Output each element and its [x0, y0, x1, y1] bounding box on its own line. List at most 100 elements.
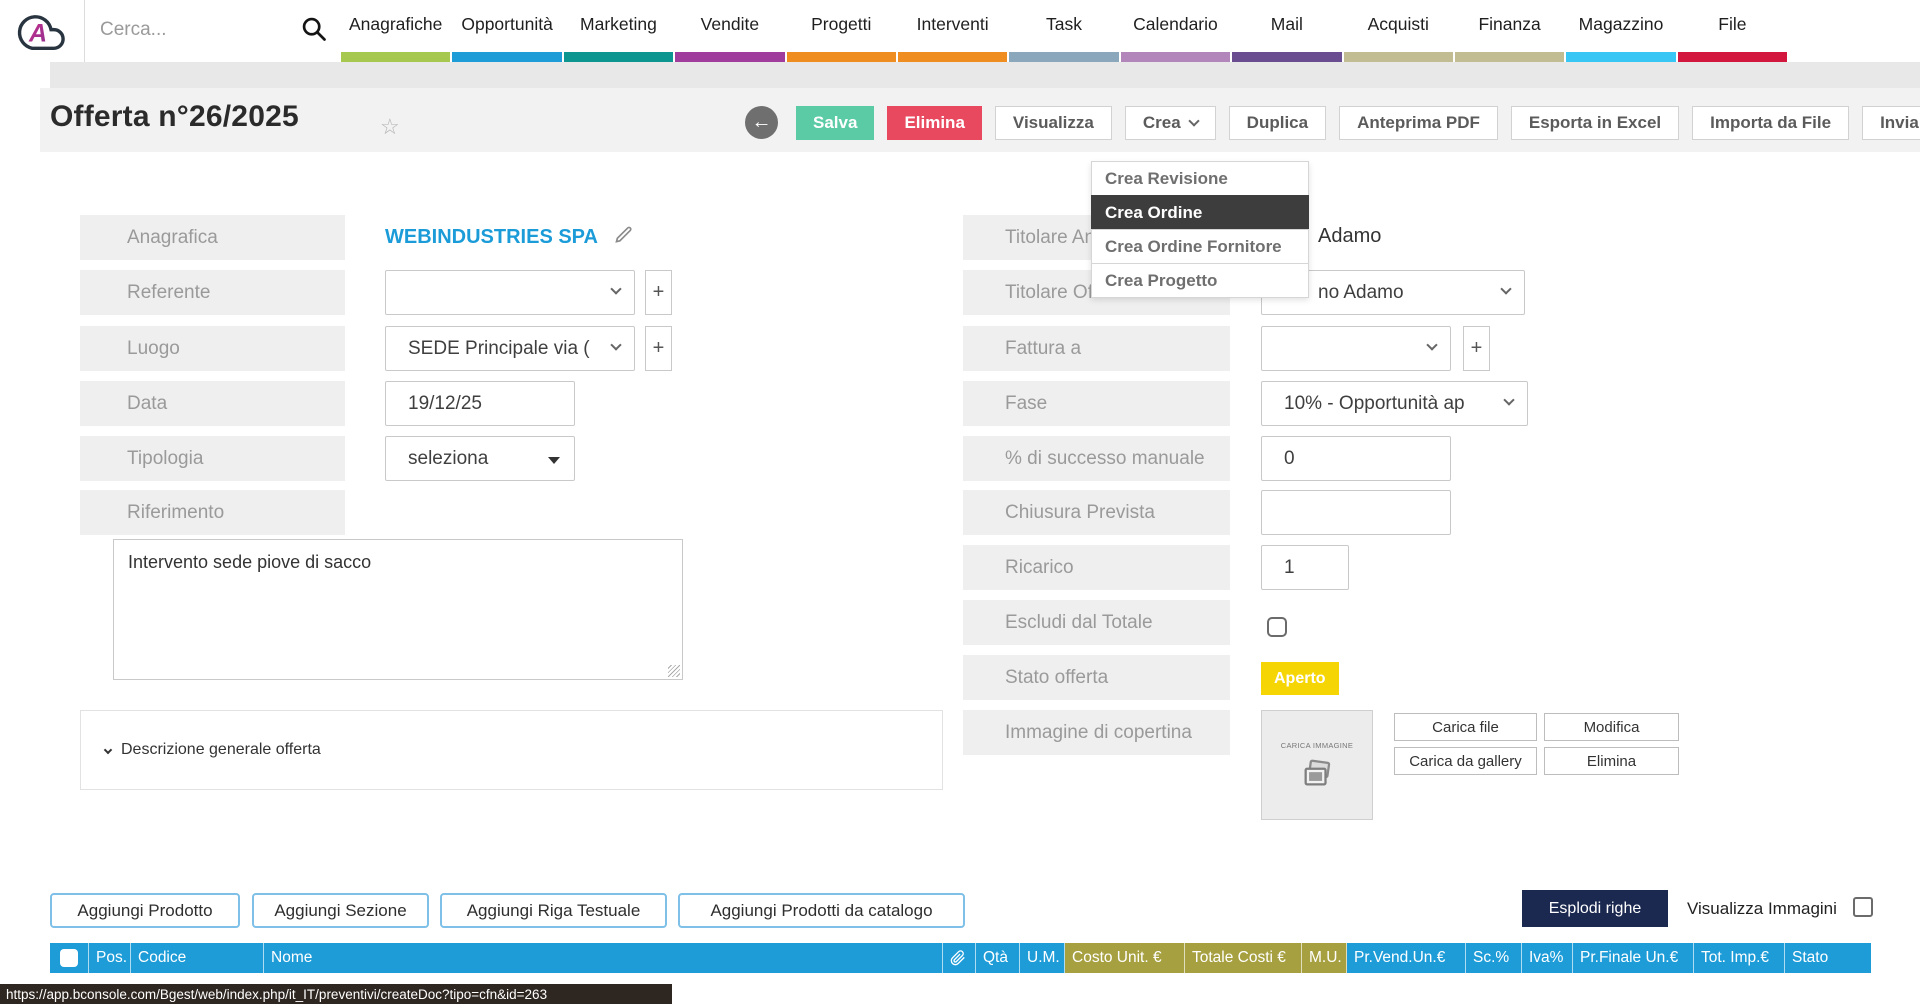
- menu-item-crea-ordine-fornitore[interactable]: Crea Ordine Fornitore: [1091, 229, 1309, 264]
- chiusura-prevista-input[interactable]: [1261, 490, 1451, 535]
- crea-button-label: Crea: [1142, 113, 1181, 132]
- back-button[interactable]: ←: [745, 106, 778, 139]
- aggiungi-prodotto-button[interactable]: Aggiungi Prodotto: [50, 893, 240, 928]
- nav-item-task[interactable]: Task: [1009, 0, 1119, 62]
- edit-pencil-icon[interactable]: [614, 225, 634, 250]
- successo-value: 0: [1284, 447, 1295, 469]
- referente-select[interactable]: [385, 270, 635, 315]
- data-value: 19/12/25: [408, 392, 482, 414]
- menu-item-crea-progetto[interactable]: Crea Progetto: [1091, 263, 1309, 298]
- col-pr-finale-un: Pr.Finale Un.€: [1573, 943, 1694, 973]
- col-pos: Pos.: [89, 943, 131, 973]
- elimina-button[interactable]: Elimina: [887, 106, 982, 140]
- chevron-down-icon: [610, 339, 622, 351]
- descrizione-generale-toggle[interactable]: Descrizione generale offerta: [80, 710, 943, 790]
- invia-offerta-button[interactable]: Invia Offerta: [1862, 106, 1920, 140]
- crea-button[interactable]: Crea: [1124, 106, 1216, 140]
- luogo-select[interactable]: SEDE Principale via (: [385, 326, 635, 371]
- successo-manuale-input[interactable]: 0: [1261, 436, 1451, 481]
- chevron-down-icon: [1503, 394, 1515, 406]
- label-luogo: Luogo: [80, 326, 345, 371]
- menu-item-crea-revisione[interactable]: Crea Revisione: [1091, 161, 1309, 196]
- app-logo-cloud-icon[interactable]: A: [8, 6, 70, 56]
- col-tot-imp: Tot. Imp.€: [1694, 943, 1785, 973]
- items-table-header: Pos. Codice Nome Qtà U.M. Costo Unit. € …: [50, 943, 1871, 973]
- stato-offerta-badge: Aperto: [1261, 662, 1339, 695]
- upload-image-caption: CARICA IMMAGINE: [1280, 740, 1354, 750]
- resize-handle[interactable]: [668, 665, 680, 677]
- titolare-anagrafica-value: Adamo: [1318, 225, 1382, 247]
- status-url-text: https://app.bconsole.com/Bgest/web/index…: [6, 986, 548, 1002]
- label-escludi-totale: Escludi dal Totale: [963, 600, 1230, 645]
- main-nav: Anagrafiche Opportunità Marketing Vendit…: [340, 0, 1788, 62]
- fattura-a-select[interactable]: [1261, 326, 1451, 371]
- crea-dropdown-menu: Crea Revisione Crea Ordine Crea Ordine F…: [1091, 161, 1309, 298]
- anteprima-pdf-button[interactable]: Anteprima PDF: [1339, 106, 1498, 140]
- nav-item-interventi[interactable]: Interventi: [897, 0, 1008, 62]
- col-mu: M.U.: [1302, 943, 1347, 973]
- carica-da-gallery-button[interactable]: Carica da gallery: [1394, 747, 1537, 775]
- search-input[interactable]: [100, 14, 260, 46]
- visualizza-immagini-label: Visualizza Immagini: [1687, 899, 1837, 918]
- nav-item-progetti[interactable]: Progetti: [786, 0, 896, 62]
- cover-image-upload-box[interactable]: CARICA IMMAGINE: [1261, 710, 1373, 820]
- col-qta: Qtà: [976, 943, 1020, 973]
- label-fattura-a: Fattura a: [963, 326, 1230, 371]
- esplodi-righe-button[interactable]: Esplodi righe: [1522, 890, 1668, 927]
- nav-item-mail[interactable]: Mail: [1232, 0, 1342, 62]
- fase-select[interactable]: 10% - Opportunità ap: [1261, 381, 1528, 426]
- col-iva: Iva%: [1522, 943, 1573, 973]
- label-immagine-copertina: Immagine di copertina: [963, 710, 1230, 755]
- data-input[interactable]: 19/12/25: [385, 381, 575, 426]
- descrizione-label: Descrizione generale offerta: [121, 741, 321, 758]
- nav-item-marketing[interactable]: Marketing: [563, 0, 674, 62]
- luogo-value: SEDE Principale via (: [408, 337, 590, 359]
- salva-button[interactable]: Salva: [796, 106, 875, 140]
- label-data: Data: [80, 381, 345, 426]
- carica-file-button[interactable]: Carica file: [1394, 713, 1537, 741]
- visualizza-immagini-checkbox[interactable]: [1853, 897, 1873, 917]
- fattura-a-add-button[interactable]: +: [1463, 326, 1490, 371]
- nav-item-finanza[interactable]: Finanza: [1454, 0, 1565, 62]
- label-fase: Fase: [963, 381, 1230, 426]
- aggiungi-prodotti-catalogo-button[interactable]: Aggiungi Prodotti da catalogo: [678, 893, 965, 928]
- label-stato-offerta: Stato offerta: [963, 655, 1230, 700]
- menu-item-crea-ordine[interactable]: Crea Ordine: [1091, 195, 1309, 230]
- nav-item-opportunita[interactable]: Opportunità: [452, 0, 562, 62]
- tipologia-value: seleziona: [408, 447, 489, 469]
- status-url-bar: https://app.bconsole.com/Bgest/web/index…: [0, 984, 672, 1004]
- ricarico-value: 1: [1284, 556, 1295, 578]
- col-costo-unit: Costo Unit. €: [1065, 943, 1185, 973]
- triangle-down-icon: [548, 457, 560, 464]
- favorite-star-icon[interactable]: ☆: [380, 114, 400, 139]
- luogo-add-button[interactable]: +: [645, 326, 672, 371]
- nav-item-anagrafiche[interactable]: Anagrafiche: [341, 0, 451, 62]
- escludi-totale-checkbox[interactable]: [1267, 617, 1287, 637]
- select-all-checkbox[interactable]: [60, 949, 78, 967]
- search-icon[interactable]: [300, 15, 328, 43]
- aggiungi-sezione-button[interactable]: Aggiungi Sezione: [252, 893, 429, 928]
- page-title: Offerta n°26/2025: [50, 100, 299, 133]
- nav-item-magazzino[interactable]: Magazzino: [1566, 0, 1676, 62]
- note-textarea[interactable]: Intervento sede piove di sacco: [113, 539, 683, 680]
- ricarico-input[interactable]: 1: [1261, 545, 1349, 590]
- duplica-button[interactable]: Duplica: [1228, 106, 1327, 140]
- anagrafica-value-link[interactable]: WEBINDUSTRIES SPA: [385, 226, 598, 248]
- tipologia-select[interactable]: seleziona: [385, 436, 575, 481]
- elimina-immagine-button[interactable]: Elimina: [1544, 747, 1679, 775]
- aggiungi-riga-testuale-button[interactable]: Aggiungi Riga Testuale: [440, 893, 667, 928]
- nav-item-acquisti[interactable]: Acquisti: [1343, 0, 1453, 62]
- importa-file-button[interactable]: Importa da File: [1692, 106, 1850, 140]
- chevron-down-icon: [1188, 115, 1200, 127]
- label-riferimento: Riferimento: [80, 490, 345, 535]
- titolare-offerta-value: no Adamo: [1318, 281, 1404, 303]
- visualizza-button[interactable]: Visualizza: [994, 106, 1112, 140]
- nav-item-file[interactable]: File: [1677, 0, 1788, 62]
- referente-add-button[interactable]: +: [645, 270, 672, 315]
- esporta-excel-button[interactable]: Esporta in Excel: [1510, 106, 1680, 140]
- modifica-button[interactable]: Modifica: [1544, 713, 1679, 741]
- photo-stack-icon: [1304, 759, 1331, 785]
- nav-item-vendite[interactable]: Vendite: [675, 0, 785, 62]
- col-pr-vend-un: Pr.Vend.Un.€: [1347, 943, 1466, 973]
- nav-item-calendario[interactable]: Calendario: [1120, 0, 1231, 62]
